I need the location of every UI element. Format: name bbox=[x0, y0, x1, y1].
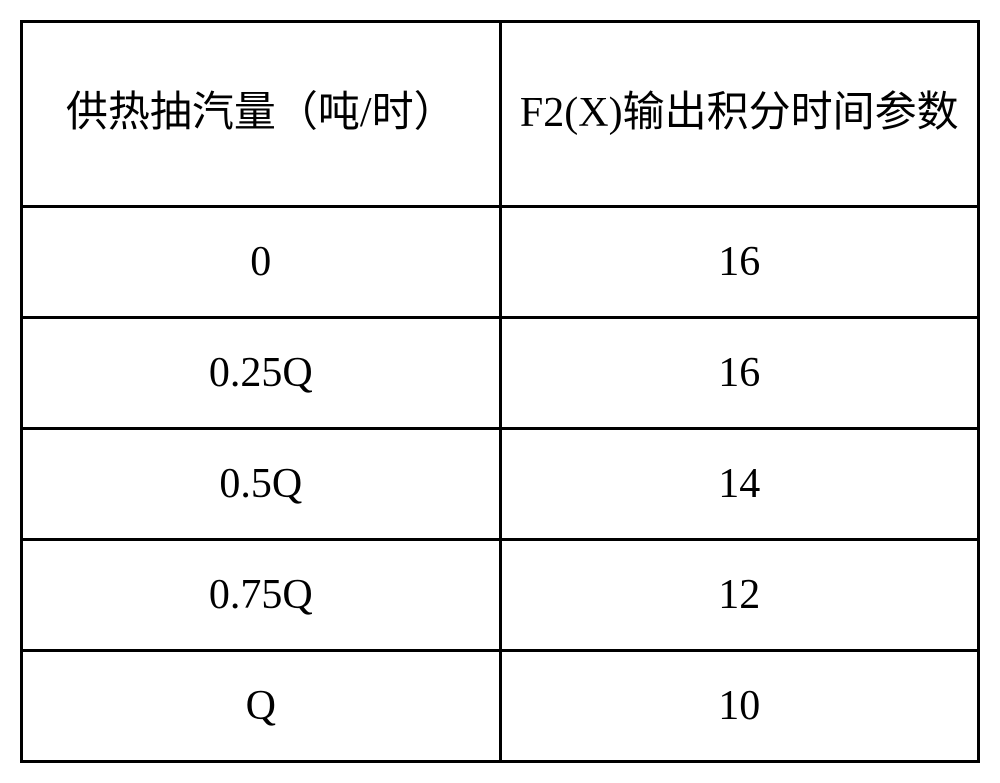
table-row: 0.75Q 12 bbox=[22, 540, 979, 651]
table-row: 0.25Q 16 bbox=[22, 318, 979, 429]
cell-0-1: 16 bbox=[500, 207, 979, 318]
cell-1-0: 0.25Q bbox=[22, 318, 501, 429]
cell-4-0: Q bbox=[22, 651, 501, 762]
cell-4-1: 10 bbox=[500, 651, 979, 762]
cell-0-0: 0 bbox=[22, 207, 501, 318]
cell-1-1: 16 bbox=[500, 318, 979, 429]
col-header-1: F2(X)输出积分时间参数 bbox=[500, 22, 979, 207]
data-table: 供热抽汽量（吨/时） F2(X)输出积分时间参数 0 16 0.25Q 16 0… bbox=[20, 20, 980, 763]
cell-3-1: 12 bbox=[500, 540, 979, 651]
table-row: Q 10 bbox=[22, 651, 979, 762]
cell-3-0: 0.75Q bbox=[22, 540, 501, 651]
cell-2-0: 0.5Q bbox=[22, 429, 501, 540]
cell-2-1: 14 bbox=[500, 429, 979, 540]
table-row: 0 16 bbox=[22, 207, 979, 318]
table-row: 0.5Q 14 bbox=[22, 429, 979, 540]
col-header-0: 供热抽汽量（吨/时） bbox=[22, 22, 501, 207]
table-header-row: 供热抽汽量（吨/时） F2(X)输出积分时间参数 bbox=[22, 22, 979, 207]
